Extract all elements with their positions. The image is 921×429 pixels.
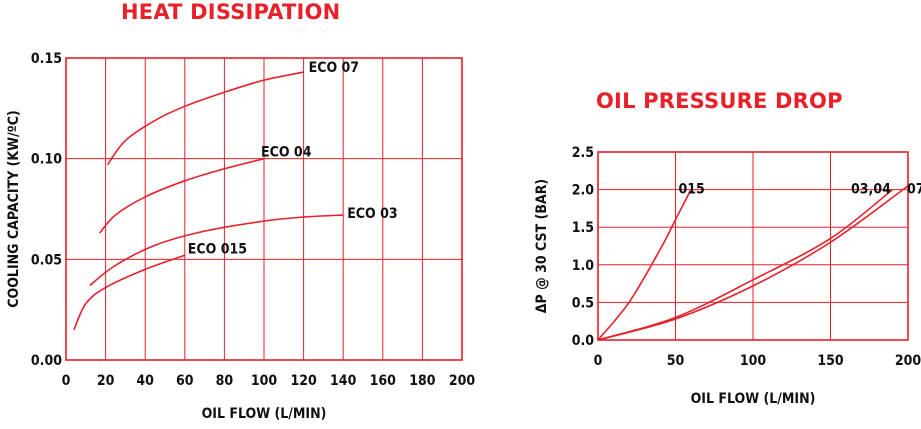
y-tick-label: 1.5 bbox=[572, 220, 594, 236]
series-label-eco-015: ECO 015 bbox=[188, 241, 247, 257]
series-label-07: 07 bbox=[907, 182, 921, 198]
y-tick-label: 0.0 bbox=[572, 333, 595, 349]
y-tick-label: 2.5 bbox=[572, 145, 594, 161]
y-axis-label: COOLING CAPACITY (KW/ºC) bbox=[6, 110, 22, 307]
plot-frame bbox=[65, 57, 463, 361]
y-tick-label: 0.10 bbox=[31, 152, 62, 168]
x-tick-label: 0 bbox=[62, 373, 71, 389]
y-tick-label: 1.0 bbox=[572, 258, 595, 274]
x-tick-label: 200 bbox=[449, 373, 476, 389]
x-tick-label: 100 bbox=[740, 353, 767, 369]
series-label-eco-03: ECO 03 bbox=[347, 206, 397, 222]
x-tick-label: 40 bbox=[136, 373, 154, 389]
x-tick-label: 160 bbox=[370, 373, 397, 389]
y-tick-label: 0.00 bbox=[31, 353, 62, 369]
plot-frame bbox=[597, 151, 909, 341]
x-tick-label: 120 bbox=[290, 373, 317, 389]
series-line-eco-04 bbox=[99, 157, 265, 234]
x-tick-label: 180 bbox=[409, 373, 436, 389]
series-line-eco-07 bbox=[106, 71, 304, 166]
series-line-015 bbox=[597, 189, 692, 341]
x-tick-label: 140 bbox=[330, 373, 357, 389]
series-label-eco-04: ECO 04 bbox=[261, 145, 312, 161]
x-tick-label: 50 bbox=[667, 353, 685, 369]
x-tick-label: 0 bbox=[594, 353, 603, 369]
heat-dissipation-title: HEAT DISSIPATION bbox=[121, 0, 341, 24]
x-tick-label: 100 bbox=[251, 373, 278, 389]
x-axis-label: OIL FLOW (L/MIN) bbox=[202, 406, 327, 422]
y-tick-label: 0.15 bbox=[31, 51, 62, 67]
y-axis-label: ΔP @ 30 CST (BAR) bbox=[534, 179, 550, 313]
series-label-015: 015 bbox=[679, 182, 705, 198]
series-line-07 bbox=[597, 185, 909, 341]
series-label-eco-07: ECO 07 bbox=[309, 60, 359, 76]
chart-oil-pressure-drop: 0 50 100 150 200 0.0 0.5 1.0 1.5 2.0 2.5 OIL FLOW (… bbox=[534, 145, 921, 407]
series-line-eco-015 bbox=[73, 254, 186, 331]
y-tick-label: 0.5 bbox=[572, 295, 594, 311]
series-line-eco-03 bbox=[89, 214, 344, 287]
oil-pressure-drop-title: OIL PRESSURE DROP bbox=[596, 89, 843, 113]
chart-heat-dissipation: 0 20 40 60 80 100 120 140 160 180 200 0.00 0.05 0.10 0… bbox=[6, 51, 475, 422]
series-label-03-04: 03,04 bbox=[851, 182, 891, 198]
x-axis-label: OIL FLOW (L/MIN) bbox=[691, 391, 816, 407]
y-tick-label: 2.0 bbox=[572, 183, 595, 199]
y-tick-label: 0.05 bbox=[31, 252, 62, 268]
x-tick-label: 150 bbox=[817, 353, 844, 369]
x-tick-label: 60 bbox=[176, 373, 194, 389]
x-tick-label: 200 bbox=[895, 353, 921, 369]
x-tick-label: 80 bbox=[216, 373, 234, 389]
x-tick-label: 20 bbox=[97, 373, 115, 389]
